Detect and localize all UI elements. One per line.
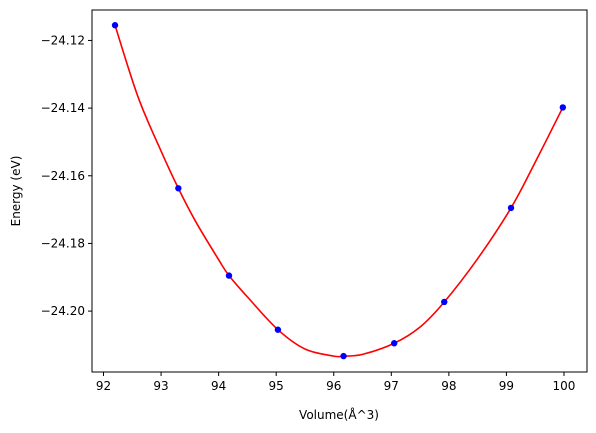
- x-axis-ticks: 92 93 94 95 96 97 98 99 100: [96, 372, 576, 393]
- data-point: [441, 298, 448, 306]
- x-axis-label: Volume(Å^3): [299, 407, 379, 422]
- x-tick-label: 94: [211, 379, 226, 393]
- data-point: [274, 326, 282, 333]
- data-point: [340, 352, 347, 360]
- x-tick-label: 100: [553, 379, 576, 393]
- x-tick-label: 93: [153, 379, 168, 393]
- series-layer: [111, 22, 567, 360]
- x-tick-label: 98: [441, 379, 456, 393]
- data-point: [225, 272, 233, 279]
- y-axis-ticks: −24.12 −24.14 −24.16 −24.18 −24.20: [41, 33, 92, 318]
- y-tick-label: −24.18: [41, 236, 85, 250]
- data-point: [390, 340, 398, 347]
- x-tick-label: 95: [269, 379, 284, 393]
- fit-curve-line: [114, 24, 564, 358]
- x-tick-label: 92: [96, 379, 111, 393]
- data-point: [111, 22, 119, 29]
- data-point: [559, 104, 567, 111]
- plot-frame: [91, 9, 588, 373]
- data-point: [175, 185, 182, 192]
- x-tick-label: 97: [384, 379, 399, 393]
- y-tick-label: −24.16: [41, 169, 85, 183]
- y-tick-label: −24.12: [41, 33, 85, 47]
- data-point: [507, 204, 515, 212]
- y-axis-label: Energy (eV): [9, 156, 23, 227]
- x-tick-label: 96: [326, 379, 341, 393]
- y-tick-label: −24.20: [41, 304, 85, 318]
- y-tick-label: −24.14: [41, 101, 85, 115]
- x-tick-label: 99: [499, 379, 514, 393]
